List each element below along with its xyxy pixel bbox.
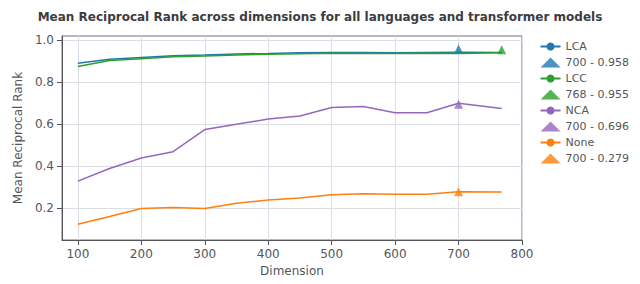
svg-text:700 - 0.696: 700 - 0.696 (566, 120, 629, 133)
svg-text:LCC: LCC (566, 72, 588, 85)
svg-text:768 - 0.955: 768 - 0.955 (566, 88, 629, 101)
svg-text:LCA: LCA (566, 40, 588, 53)
svg-text:700 - 0.958: 700 - 0.958 (566, 56, 629, 69)
svg-text:700: 700 (447, 247, 470, 261)
svg-text:800: 800 (511, 247, 534, 261)
svg-text:0.6: 0.6 (35, 117, 54, 131)
svg-text:400: 400 (257, 247, 280, 261)
svg-text:600: 600 (384, 247, 407, 261)
svg-text:Mean Reciprocal Rank: Mean Reciprocal Rank (11, 72, 25, 204)
svg-text:Mean Reciprocal Rank across di: Mean Reciprocal Rank across dimensions f… (38, 10, 603, 24)
svg-text:500: 500 (320, 247, 343, 261)
svg-text:1.0: 1.0 (35, 33, 54, 47)
svg-text:NCA: NCA (566, 104, 590, 117)
svg-text:200: 200 (130, 247, 153, 261)
svg-text:0.8: 0.8 (35, 75, 54, 89)
svg-text:700 - 0.279: 700 - 0.279 (566, 152, 629, 165)
svg-text:0.2: 0.2 (35, 201, 54, 215)
svg-text:100: 100 (66, 247, 89, 261)
svg-text:None: None (566, 136, 595, 149)
svg-text:Dimension: Dimension (260, 264, 324, 278)
svg-text:0.4: 0.4 (35, 159, 54, 173)
svg-text:300: 300 (193, 247, 216, 261)
